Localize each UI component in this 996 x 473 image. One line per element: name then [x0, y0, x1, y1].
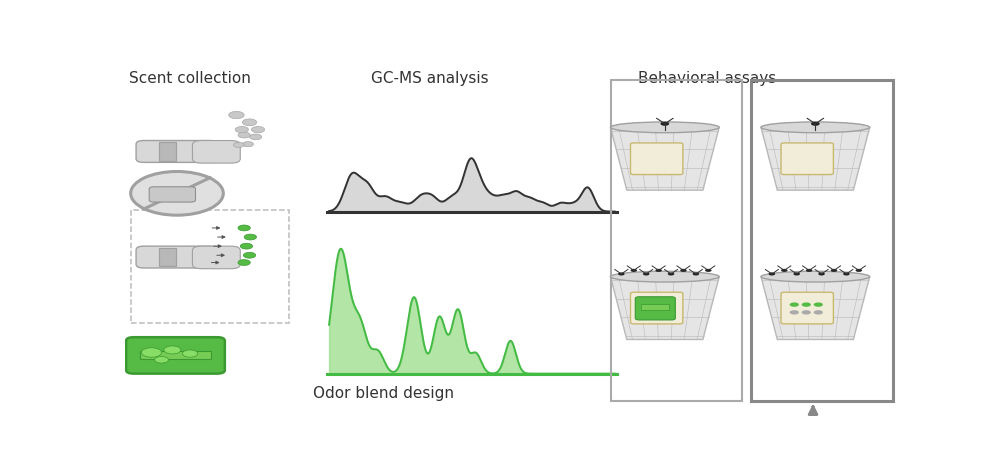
Circle shape	[814, 302, 823, 307]
Circle shape	[802, 310, 811, 315]
Circle shape	[182, 350, 198, 357]
Circle shape	[243, 141, 253, 147]
Bar	[611, 80, 742, 401]
Circle shape	[154, 357, 168, 363]
Circle shape	[802, 302, 811, 307]
Ellipse shape	[761, 122, 870, 133]
Ellipse shape	[611, 122, 719, 133]
FancyBboxPatch shape	[630, 143, 683, 175]
Circle shape	[806, 269, 813, 272]
Circle shape	[790, 310, 799, 315]
Circle shape	[655, 269, 662, 272]
Circle shape	[141, 348, 161, 357]
Circle shape	[781, 269, 788, 272]
Text: Behavioral assays: Behavioral assays	[638, 71, 777, 87]
Circle shape	[619, 272, 624, 275]
Polygon shape	[611, 277, 719, 340]
Circle shape	[242, 119, 257, 126]
Circle shape	[680, 269, 686, 272]
Bar	[751, 80, 892, 401]
FancyBboxPatch shape	[630, 292, 683, 324]
Circle shape	[643, 272, 649, 275]
Bar	[641, 304, 669, 309]
FancyBboxPatch shape	[136, 246, 217, 268]
Circle shape	[811, 122, 820, 126]
Text: Odor blend design: Odor blend design	[313, 386, 453, 401]
Circle shape	[238, 260, 250, 265]
Circle shape	[856, 269, 863, 272]
Circle shape	[630, 269, 637, 272]
Circle shape	[229, 112, 244, 119]
Circle shape	[251, 126, 265, 133]
Circle shape	[692, 272, 699, 275]
Circle shape	[238, 225, 250, 231]
Circle shape	[233, 142, 244, 148]
Bar	[130, 210, 289, 323]
Circle shape	[130, 172, 223, 215]
Circle shape	[831, 269, 838, 272]
Circle shape	[235, 126, 248, 133]
Polygon shape	[761, 127, 870, 190]
Circle shape	[819, 272, 825, 275]
Ellipse shape	[761, 272, 870, 282]
Circle shape	[660, 122, 669, 126]
Circle shape	[769, 272, 775, 275]
Polygon shape	[761, 277, 870, 340]
Circle shape	[790, 302, 799, 307]
FancyBboxPatch shape	[635, 297, 675, 320]
FancyBboxPatch shape	[781, 143, 834, 175]
FancyBboxPatch shape	[192, 246, 240, 269]
Circle shape	[164, 346, 181, 354]
Polygon shape	[611, 127, 719, 190]
Bar	[159, 248, 176, 266]
Circle shape	[250, 134, 262, 140]
Bar	[139, 351, 211, 359]
Circle shape	[814, 310, 823, 315]
Text: Scent collection: Scent collection	[129, 71, 251, 87]
Circle shape	[238, 132, 250, 138]
Circle shape	[667, 272, 674, 275]
FancyBboxPatch shape	[126, 337, 225, 374]
Circle shape	[243, 252, 256, 258]
Text: GC-MS analysis: GC-MS analysis	[371, 71, 488, 87]
Circle shape	[705, 269, 711, 272]
Ellipse shape	[611, 272, 719, 282]
FancyBboxPatch shape	[192, 140, 240, 163]
Circle shape	[794, 272, 800, 275]
FancyBboxPatch shape	[149, 187, 195, 202]
Circle shape	[244, 234, 257, 240]
FancyBboxPatch shape	[781, 292, 834, 324]
FancyBboxPatch shape	[136, 140, 217, 162]
Circle shape	[844, 272, 850, 275]
Circle shape	[240, 243, 253, 249]
Bar	[159, 142, 176, 160]
